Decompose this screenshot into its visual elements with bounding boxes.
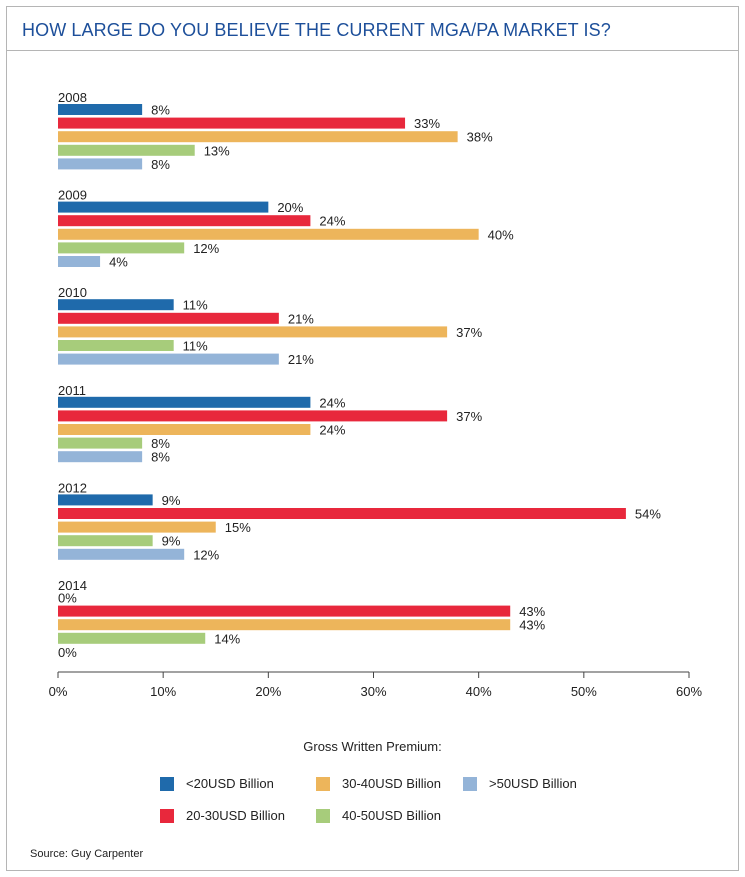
- chart-title: HOW LARGE DO YOU BELIEVE THE CURRENT MGA…: [22, 20, 611, 40]
- legend-label-lt20: <20USD Billion: [186, 776, 274, 791]
- bar-2010-series-0: [58, 299, 174, 311]
- category-label-2014: 2014: [58, 578, 87, 593]
- bar-2008-series-2: [58, 131, 458, 143]
- legend-item-lt20: <20USD Billion: [160, 776, 274, 791]
- category-label-2012: 2012: [58, 480, 87, 495]
- data-label-2014-series-4: 0%: [58, 645, 77, 660]
- data-label-2011-series-4: 8%: [151, 450, 170, 465]
- bar-2012-series-3: [58, 535, 153, 547]
- legend-label-40-50: 40-50USD Billion: [342, 808, 441, 823]
- category-label-2011: 2011: [58, 383, 86, 398]
- bar-2008-series-4: [58, 158, 143, 170]
- bar-2012-series-1: [58, 508, 626, 519]
- legend-swatch-gt50: [463, 776, 477, 791]
- data-label-2008-series-4: 8%: [151, 157, 170, 172]
- bar-2008-series-1: [58, 117, 406, 129]
- bar-2011-series-0: [58, 396, 311, 408]
- data-label-2012-series-1: 54%: [635, 507, 661, 522]
- legend-swatch-20-30: [160, 808, 174, 823]
- x-tick-label-0: 0%: [49, 684, 68, 699]
- bar-2010-series-3: [58, 340, 174, 351]
- bar-2009-series-1: [58, 215, 311, 227]
- data-label-2014-series-1: 43%: [519, 604, 545, 619]
- bar-2012-series-0: [58, 494, 153, 506]
- data-label-2008-series-2: 38%: [467, 130, 493, 145]
- data-label-2012-series-0: 9%: [162, 493, 181, 508]
- data-label-2011-series-2: 24%: [319, 423, 345, 438]
- bar-2010-series-1: [58, 312, 279, 324]
- bar-2012-series-2: [58, 521, 216, 533]
- x-tick-label-4: 40%: [466, 684, 492, 699]
- data-label-2010-series-1: 21%: [288, 311, 314, 326]
- data-label-2009-series-1: 24%: [319, 214, 345, 229]
- legend-swatch-30-40: [316, 776, 330, 791]
- legend-swatch-lt20: [160, 776, 174, 791]
- legend-item-gt50: >50USD Billion: [463, 776, 577, 791]
- legend-label-gt50: >50USD Billion: [489, 776, 577, 791]
- data-label-2012-series-2: 15%: [225, 520, 251, 535]
- data-label-2014-series-3: 14%: [214, 631, 240, 646]
- bar-2009-series-0: [58, 201, 269, 213]
- legend-title: Gross Written Premium:: [303, 739, 442, 754]
- bar-2009-series-3: [58, 242, 185, 254]
- data-label-2012-series-4: 12%: [193, 547, 219, 562]
- x-tick-label-1: 10%: [150, 684, 176, 699]
- data-label-2010-series-2: 37%: [456, 325, 482, 340]
- category-label-2009: 2009: [58, 188, 87, 203]
- legend-label-30-40: 30-40USD Billion: [342, 776, 441, 791]
- data-label-2010-series-0: 11%: [183, 298, 208, 313]
- data-label-2008-series-3: 13%: [204, 143, 230, 158]
- data-label-2008-series-1: 33%: [414, 116, 440, 131]
- bar-2014-series-2: [58, 619, 511, 631]
- data-label-2014-series-0: 0%: [58, 591, 77, 606]
- data-label-2011-series-1: 37%: [456, 409, 482, 424]
- bar-2009-series-4: [58, 256, 101, 267]
- data-label-2009-series-2: 40%: [488, 227, 514, 242]
- data-label-2009-series-3: 12%: [193, 241, 219, 256]
- bar-2012-series-4: [58, 548, 185, 560]
- data-label-2012-series-3: 9%: [162, 534, 181, 549]
- data-label-2009-series-0: 20%: [277, 200, 303, 215]
- data-label-2008-series-0: 8%: [151, 103, 170, 118]
- legend-label-20-30: 20-30USD Billion: [186, 808, 285, 823]
- bar-2010-series-4: [58, 353, 279, 365]
- data-label-2014-series-2: 43%: [519, 618, 545, 633]
- bar-2011-series-3: [58, 437, 143, 449]
- bar-2011-series-4: [58, 451, 143, 463]
- data-label-2011-series-0: 24%: [319, 395, 345, 410]
- x-tick-label-3: 30%: [360, 684, 386, 699]
- data-label-2009-series-4: 4%: [109, 255, 128, 270]
- data-label-2011-series-3: 8%: [151, 436, 170, 451]
- category-label-2008: 2008: [58, 90, 87, 105]
- title-divider: [6, 50, 739, 51]
- legend-item-20-30: 20-30USD Billion: [160, 808, 285, 823]
- legend-item-40-50: 40-50USD Billion: [316, 808, 441, 823]
- bar-2011-series-2: [58, 424, 311, 435]
- category-label-2010: 2010: [58, 285, 87, 300]
- bar-2011-series-1: [58, 410, 448, 422]
- legend-item-30-40: 30-40USD Billion: [316, 776, 441, 791]
- x-tick-label-5: 50%: [571, 684, 597, 699]
- x-tick-label-2: 20%: [255, 684, 281, 699]
- bar-2008-series-0: [58, 104, 143, 115]
- bar-2009-series-2: [58, 228, 479, 240]
- legend-swatch-40-50: [316, 808, 330, 823]
- data-label-2010-series-3: 11%: [183, 339, 208, 354]
- bar-2008-series-3: [58, 144, 195, 156]
- data-label-2010-series-4: 21%: [288, 352, 314, 367]
- x-tick-label-6: 60%: [676, 684, 702, 699]
- bar-2014-series-1: [58, 605, 511, 617]
- bar-2014-series-3: [58, 632, 206, 644]
- source-note: Source: Guy Carpenter: [30, 848, 144, 860]
- bar-2010-series-2: [58, 326, 448, 338]
